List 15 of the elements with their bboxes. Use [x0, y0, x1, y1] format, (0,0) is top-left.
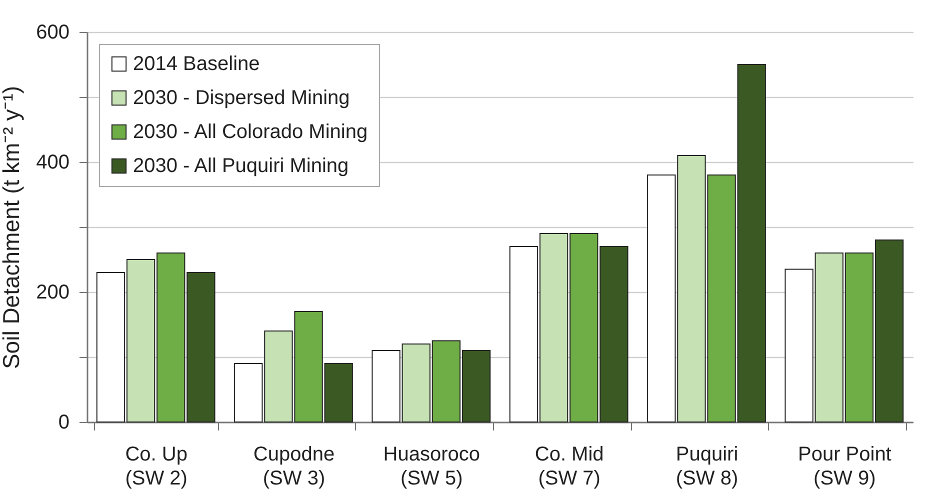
y-tick-label: 400 [36, 152, 70, 174]
x-tick-label: Co. Mid (SW 7) [534, 444, 604, 490]
y-axis-title: Soil Detachment (t km⁻² y⁻¹) [0, 86, 24, 370]
x-tick-label: Pour Point (SW 9) [798, 444, 892, 490]
y-tick-label: 0 [58, 412, 70, 434]
legend-label: 2030 - All Puquiri Mining [133, 155, 349, 177]
x-tick-label: Puquiri (SW 8) [676, 444, 738, 490]
y-tick-label: 600 [36, 22, 70, 44]
legend-label: 2030 - All Colorado Mining [133, 121, 368, 143]
y-tick-label: 200 [36, 282, 70, 304]
x-tick-label: Huasoroco (SW 5) [383, 444, 480, 490]
x-tick-label: Cupodne (SW 3) [253, 444, 335, 490]
legend-label: 2014 Baseline [133, 53, 260, 75]
x-tick-label: Co. Up (SW 2) [125, 444, 188, 490]
legend-label: 2030 - Dispersed Mining [133, 87, 350, 109]
